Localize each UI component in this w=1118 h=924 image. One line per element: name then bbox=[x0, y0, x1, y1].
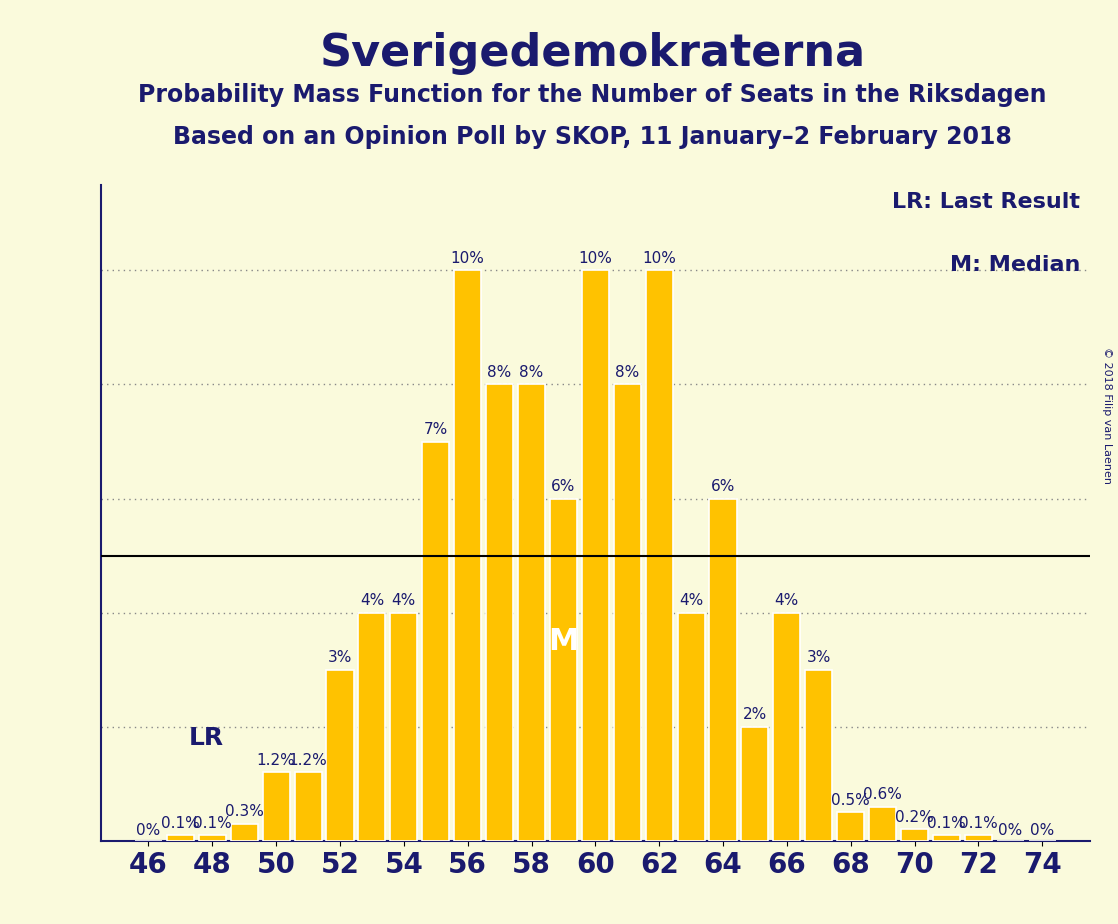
Text: 10%: 10% bbox=[578, 250, 613, 266]
Bar bbox=[454, 271, 481, 841]
Text: Based on an Opinion Poll by SKOP, 11 January–2 February 2018: Based on an Opinion Poll by SKOP, 11 Jan… bbox=[173, 125, 1012, 149]
Text: 0.5%: 0.5% bbox=[832, 793, 870, 808]
Text: 1.2%: 1.2% bbox=[257, 753, 295, 768]
Text: © 2018 Filip van Laenen: © 2018 Filip van Laenen bbox=[1102, 347, 1112, 484]
Text: M: M bbox=[548, 626, 579, 656]
Bar bbox=[359, 613, 386, 841]
Bar bbox=[869, 807, 897, 841]
Text: 0.2%: 0.2% bbox=[896, 809, 934, 825]
Text: 2%: 2% bbox=[742, 707, 767, 723]
Bar bbox=[423, 442, 449, 841]
Text: 4%: 4% bbox=[679, 593, 703, 608]
Bar bbox=[263, 772, 290, 841]
Text: 0.3%: 0.3% bbox=[225, 804, 264, 820]
Bar bbox=[774, 613, 800, 841]
Bar bbox=[710, 499, 737, 841]
Text: 0.1%: 0.1% bbox=[193, 816, 231, 831]
Text: Probability Mass Function for the Number of Seats in the Riksdagen: Probability Mass Function for the Number… bbox=[139, 83, 1046, 107]
Text: 1.2%: 1.2% bbox=[288, 753, 328, 768]
Text: 0%: 0% bbox=[1030, 823, 1054, 838]
Bar bbox=[678, 613, 704, 841]
Text: 10%: 10% bbox=[451, 250, 484, 266]
Bar bbox=[294, 772, 322, 841]
Text: 0.6%: 0.6% bbox=[863, 787, 902, 802]
Text: 0.1%: 0.1% bbox=[959, 816, 997, 831]
Text: 4%: 4% bbox=[775, 593, 799, 608]
Text: 8%: 8% bbox=[520, 365, 543, 380]
Text: 0%: 0% bbox=[136, 823, 161, 838]
Bar bbox=[390, 613, 417, 841]
Text: 3%: 3% bbox=[806, 650, 831, 665]
Text: 8%: 8% bbox=[487, 365, 512, 380]
Bar bbox=[837, 812, 864, 841]
Text: 6%: 6% bbox=[551, 479, 576, 494]
Text: LR: Last Result: LR: Last Result bbox=[892, 192, 1080, 212]
Bar bbox=[167, 835, 195, 841]
Bar bbox=[518, 384, 546, 841]
Bar bbox=[932, 835, 960, 841]
Text: 3%: 3% bbox=[328, 650, 352, 665]
Text: 4%: 4% bbox=[360, 593, 385, 608]
Text: 0%: 0% bbox=[998, 823, 1022, 838]
Bar bbox=[645, 271, 673, 841]
Text: M: Median: M: Median bbox=[950, 255, 1080, 274]
Bar bbox=[581, 271, 609, 841]
Bar bbox=[326, 670, 353, 841]
Text: 8%: 8% bbox=[615, 365, 639, 380]
Bar bbox=[741, 727, 768, 841]
Text: 0.1%: 0.1% bbox=[927, 816, 966, 831]
Text: 0.1%: 0.1% bbox=[161, 816, 200, 831]
Bar bbox=[614, 384, 641, 841]
Text: 4%: 4% bbox=[391, 593, 416, 608]
Bar bbox=[230, 823, 258, 841]
Text: LR: LR bbox=[189, 725, 224, 749]
Text: 6%: 6% bbox=[711, 479, 736, 494]
Bar bbox=[550, 499, 577, 841]
Bar bbox=[965, 835, 992, 841]
Text: Sverigedemokraterna: Sverigedemokraterna bbox=[320, 32, 865, 76]
Bar bbox=[901, 830, 928, 841]
Text: 10%: 10% bbox=[642, 250, 676, 266]
Bar bbox=[486, 384, 513, 841]
Text: 7%: 7% bbox=[424, 422, 448, 437]
Bar bbox=[199, 835, 226, 841]
Bar bbox=[805, 670, 832, 841]
